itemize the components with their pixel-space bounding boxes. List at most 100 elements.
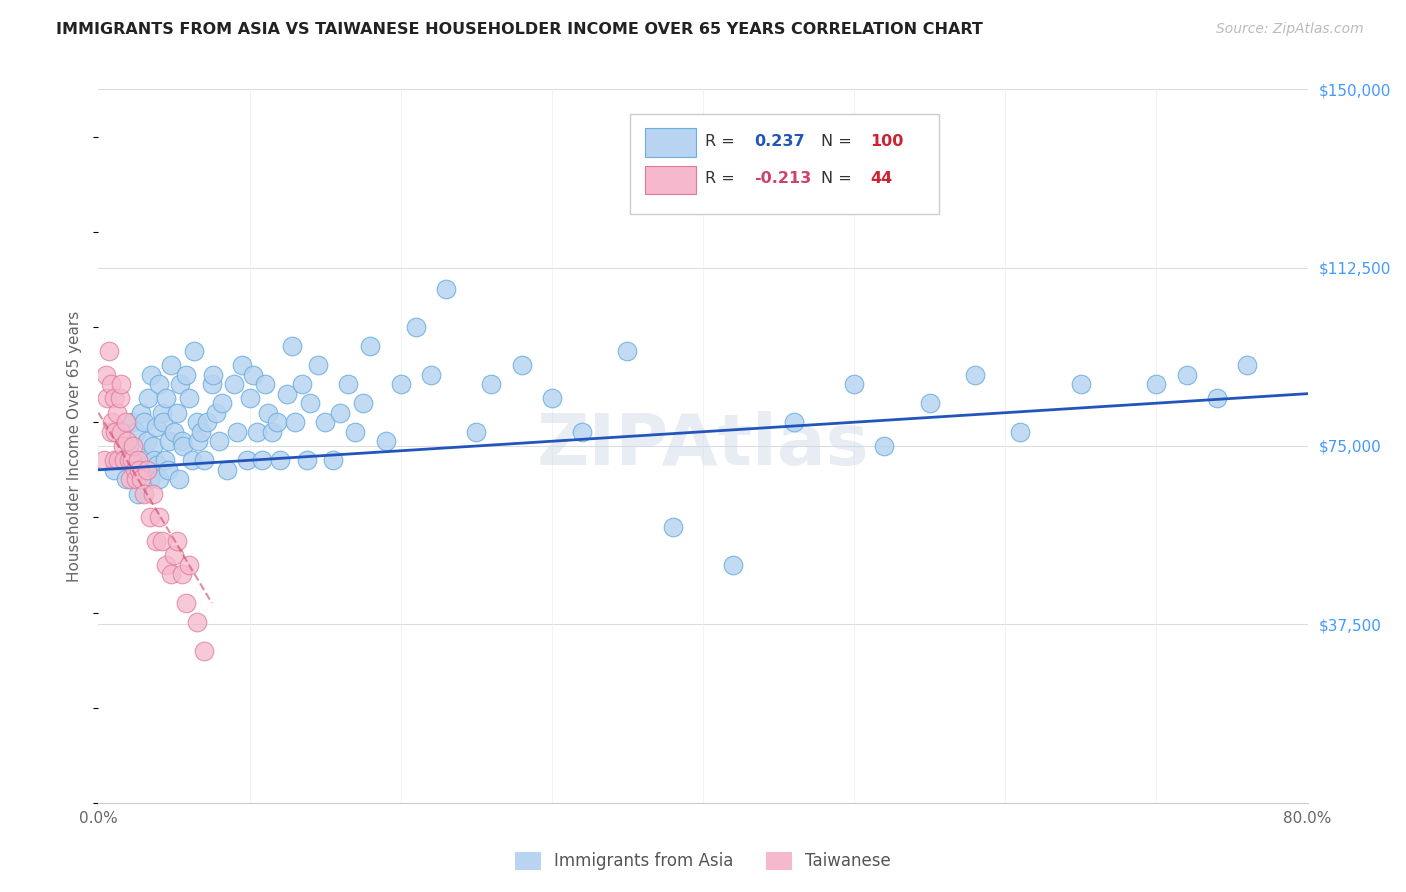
Point: [314, 415, 336, 429]
Point: [211, 396, 233, 410]
Point: [201, 377, 224, 392]
Point: [183, 343, 205, 358]
Point: [226, 425, 249, 439]
Point: [110, 453, 132, 467]
Point: [148, 377, 170, 392]
Point: [129, 406, 152, 420]
Point: [231, 358, 253, 372]
Point: [110, 425, 132, 439]
Point: [114, 472, 136, 486]
Point: [111, 439, 134, 453]
Point: [299, 396, 322, 410]
Point: [202, 368, 225, 382]
Point: [145, 420, 167, 434]
Point: [112, 453, 135, 467]
Point: [344, 425, 367, 439]
Point: [103, 392, 125, 406]
Point: [94, 368, 117, 382]
Point: [186, 615, 208, 629]
Point: [166, 534, 188, 549]
Point: [918, 396, 941, 410]
Point: [405, 320, 427, 334]
Point: [98, 343, 121, 358]
Point: [100, 377, 122, 392]
Point: [215, 463, 238, 477]
Point: [135, 434, 157, 449]
Point: [239, 392, 262, 406]
Point: [120, 472, 142, 486]
Point: [100, 425, 122, 439]
Text: 100: 100: [870, 134, 903, 149]
Point: [152, 415, 174, 429]
Point: [540, 392, 562, 406]
Point: [132, 415, 155, 429]
Point: [96, 392, 118, 406]
Point: [148, 472, 170, 486]
Text: N =: N =: [821, 134, 858, 149]
Point: [193, 643, 215, 657]
Point: [141, 368, 163, 382]
Point: [235, 453, 257, 467]
Point: [360, 339, 382, 353]
Point: [1236, 358, 1258, 372]
Point: [783, 415, 806, 429]
Bar: [645, 166, 696, 194]
Point: [723, 558, 745, 572]
Point: [205, 406, 228, 420]
Point: [307, 358, 329, 372]
Point: [93, 453, 115, 467]
Point: [1070, 377, 1092, 392]
Bar: [630, 114, 939, 214]
Point: [281, 339, 304, 353]
Point: [169, 377, 191, 392]
Point: [145, 534, 167, 549]
Point: [153, 453, 176, 467]
Point: [139, 472, 162, 486]
Point: [284, 415, 307, 429]
Point: [156, 463, 179, 477]
Point: [616, 343, 638, 358]
Point: [322, 453, 344, 467]
Point: [167, 472, 190, 486]
Bar: [645, 128, 696, 157]
Point: [965, 368, 987, 382]
Text: IMMIGRANTS FROM ASIA VS TAIWANESE HOUSEHOLDER INCOME OVER 65 YEARS CORRELATION C: IMMIGRANTS FROM ASIA VS TAIWANESE HOUSEH…: [56, 22, 983, 37]
Point: [1206, 392, 1229, 406]
Text: R =: R =: [706, 171, 741, 186]
Point: [139, 510, 162, 524]
Point: [101, 415, 124, 429]
Point: [195, 415, 218, 429]
Point: [179, 558, 201, 572]
Point: [336, 377, 359, 392]
Point: [190, 425, 212, 439]
Point: [142, 439, 165, 453]
Point: [269, 453, 291, 467]
Point: [352, 396, 374, 410]
Text: N =: N =: [821, 171, 858, 186]
Point: [172, 439, 194, 453]
Point: [1010, 425, 1032, 439]
Point: [276, 386, 298, 401]
Point: [150, 534, 173, 549]
Point: [186, 415, 208, 429]
Point: [170, 434, 193, 449]
Point: [121, 415, 143, 429]
Point: [844, 377, 866, 392]
Point: [150, 406, 173, 420]
Point: [174, 368, 197, 382]
Point: [148, 510, 170, 524]
Point: [155, 392, 177, 406]
Point: [571, 425, 593, 439]
Point: [121, 453, 143, 467]
Point: [118, 453, 141, 467]
Point: [465, 425, 488, 439]
Point: [262, 425, 284, 439]
Point: [187, 434, 209, 449]
Text: 44: 44: [870, 171, 893, 186]
Point: [159, 434, 181, 449]
Y-axis label: Householder Income Over 65 years: Householder Income Over 65 years: [67, 310, 83, 582]
Point: [329, 406, 352, 420]
Point: [110, 377, 132, 392]
Text: ZIPAtlas: ZIPAtlas: [537, 411, 869, 481]
Point: [253, 377, 276, 392]
